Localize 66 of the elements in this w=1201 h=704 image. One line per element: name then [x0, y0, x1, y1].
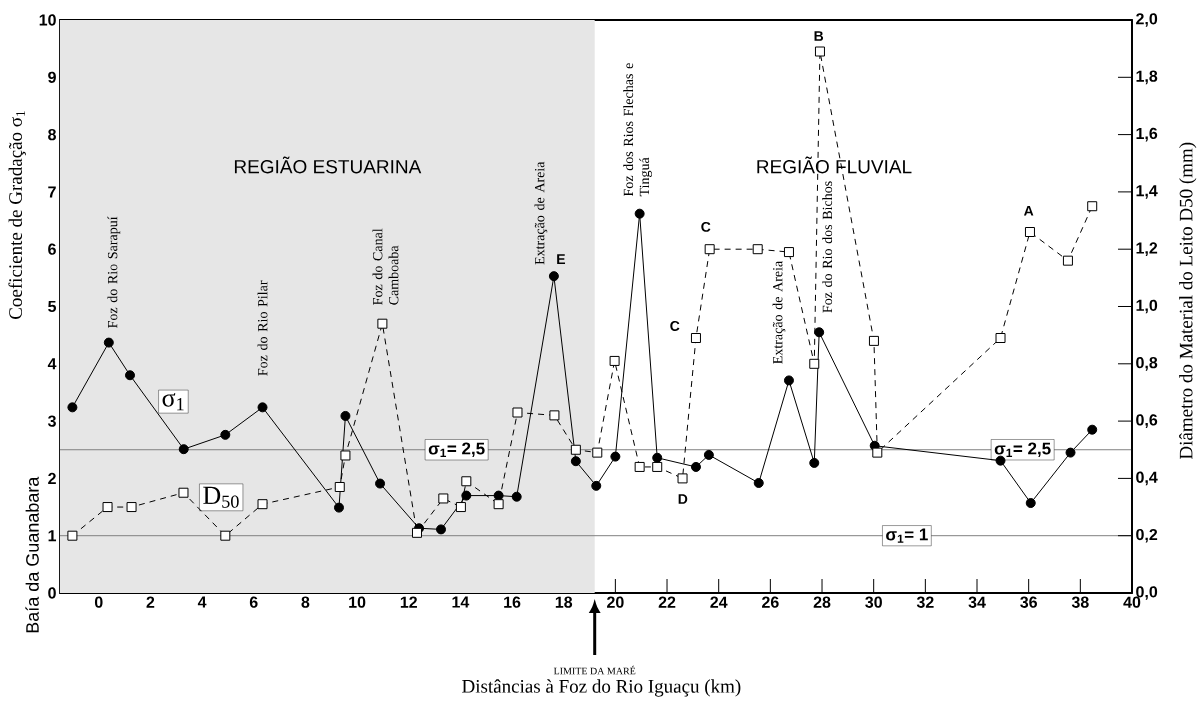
y2-tick-label: 1,8: [1136, 70, 1158, 85]
y2-tick-label: 0,6: [1136, 414, 1158, 428]
annotation: A: [1023, 206, 1034, 216]
band-label: REGIÃO ESTUARINA: [234, 156, 422, 174]
y-tick-label: 10: [39, 14, 56, 26]
y-tick-label: 0: [48, 587, 56, 599]
x-tick-label: 32: [916, 596, 934, 608]
y-tick-label: 1: [48, 530, 57, 542]
x-tick-label: 22: [658, 596, 676, 608]
x-tick-label: 2: [146, 596, 155, 608]
y2-axis-title: Diâmetro do Material do Leito D50 (mm): [1179, 142, 1197, 460]
series-label: D$_{50}$: [203, 486, 239, 508]
annotation: Extração de Areia: [534, 161, 548, 265]
x-tick-label: 38: [1071, 596, 1089, 608]
x-tick-label: 8: [301, 596, 310, 608]
annotation: C: [701, 221, 711, 232]
y-tick-label: 5: [48, 300, 57, 313]
y-tick-label: 4: [47, 358, 57, 370]
y2-tick-label: 2,0: [1136, 13, 1158, 27]
annotation: C: [670, 321, 680, 331]
y-tick-label: 2: [48, 472, 56, 484]
text: σ$_{1}$= 2,5: [994, 442, 1051, 457]
ref-line-label: σ$_{1}$= 1: [886, 528, 928, 543]
ref-line-label: σ$_{1}$= 2,5: [428, 442, 485, 457]
annotation: B: [814, 31, 824, 41]
annotation: Foz dos Rios Flechas e Tinguá: [623, 63, 653, 197]
y-tick-label: 7: [48, 186, 56, 198]
annotation: Foz do Rio Sarapuí: [107, 216, 121, 328]
y2-tick-label: 1,0: [1136, 299, 1158, 314]
y2-tick-label: 0,2: [1136, 528, 1158, 543]
x-tick-label: 12: [400, 596, 417, 608]
x-tick-label: 4: [197, 596, 207, 608]
x-tick-label: 0: [94, 596, 103, 608]
x-tick-label: 30: [865, 596, 882, 608]
text: Baía da Guanabara: [25, 476, 39, 633]
annotation: Foz do Rio Pilar: [257, 280, 268, 376]
series-label: σ$_{1}$: [162, 393, 184, 411]
y2-tick-label: 0,4: [1136, 471, 1158, 486]
x-tick-label: 16: [504, 596, 521, 608]
y-tick-label: 8: [48, 128, 56, 141]
annotation: Extração de Areia: [772, 261, 786, 364]
y-tick-label: 6: [48, 243, 56, 255]
annotation: E: [557, 254, 566, 264]
text: LIMITE DA MARÉ: [553, 665, 636, 675]
y2-tick-label: 1,2: [1136, 242, 1158, 257]
x-tick-label: 28: [813, 596, 831, 608]
annotation: Foz do Canal Camboaba: [372, 228, 399, 305]
annotation: REGIÃO FLUVIAL: [757, 156, 912, 174]
x-axis-title: Distâncias à Foz do Rio Iguaçu (km): [462, 679, 741, 697]
x-tick-label: 36: [1020, 596, 1037, 608]
y-tick-label: 3: [47, 415, 56, 427]
x-tick-label: 20: [607, 596, 624, 608]
y2-tick-label: 1,4: [1136, 185, 1158, 199]
x-tick-label: 26: [762, 596, 779, 608]
x-tick-label: 18: [555, 596, 573, 608]
annotation: Foz do Rio dos Bichos: [822, 181, 833, 313]
x-tick-label: 34: [968, 596, 986, 608]
x-tick-label: 6: [249, 596, 258, 608]
annotation: D: [678, 494, 688, 504]
y-tick-label: 9: [48, 71, 56, 83]
y-axis-title: Coeficiente de Gradação σ$_{1}$: [8, 111, 26, 319]
y2-tick-label: 1,6: [1136, 127, 1158, 142]
x-tick-label: 10: [349, 596, 366, 608]
y2-tick-label: 0,8: [1136, 356, 1158, 371]
x-tick-label: 14: [452, 596, 470, 608]
x-tick-label: 24: [710, 596, 728, 608]
